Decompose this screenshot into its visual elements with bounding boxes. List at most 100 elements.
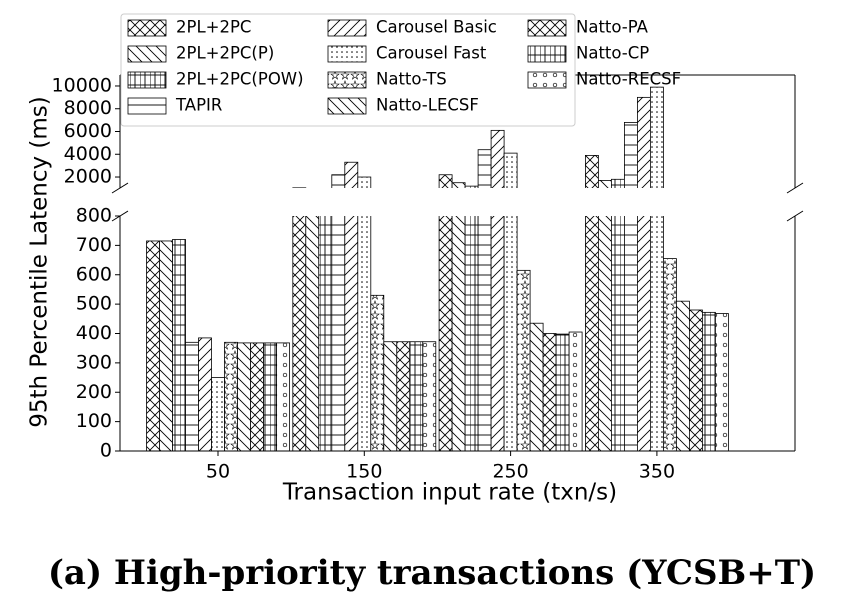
- legend-label: 2PL+2PC(P): [176, 44, 274, 63]
- bar: [555, 333, 570, 451]
- bar: [689, 309, 703, 451]
- bar: [598, 180, 612, 188]
- legend-label: Natto-TS: [376, 70, 447, 89]
- bar: [331, 216, 346, 451]
- y-tick-label: 200: [76, 381, 112, 403]
- bar: [237, 342, 251, 451]
- bar: [490, 129, 505, 188]
- legend-swatch: [327, 71, 367, 89]
- bar: [422, 341, 437, 451]
- bar: [292, 216, 307, 451]
- bar: [344, 216, 359, 451]
- bar: [611, 216, 625, 451]
- bar: [503, 152, 518, 188]
- bar: [477, 149, 492, 188]
- y-tick-label: 2000: [64, 166, 112, 188]
- legend-swatch: [527, 19, 567, 37]
- y-tick-label: 6000: [64, 120, 112, 142]
- legend-swatch: [127, 97, 167, 115]
- bar: [676, 300, 690, 451]
- y-tick-label: 300: [76, 351, 112, 373]
- bar: [464, 216, 479, 451]
- legend-label: 2PL+2PC: [176, 18, 251, 37]
- x-tick-label: 150: [346, 461, 382, 483]
- bar: [250, 342, 264, 451]
- bar: [663, 258, 677, 451]
- y-tick-label: 400: [76, 322, 112, 344]
- bar: [211, 377, 225, 451]
- legend-label: 2PL+2PC(POW): [176, 70, 304, 89]
- bar: [477, 216, 492, 451]
- x-tick-label: 250: [492, 461, 528, 483]
- y-tick-label: 8000: [64, 97, 112, 119]
- legend-swatch: [127, 45, 167, 63]
- bar: [185, 341, 199, 451]
- y-tick-label: 4000: [64, 143, 112, 165]
- bar: [529, 322, 544, 451]
- bar: [585, 216, 599, 451]
- bar: [159, 240, 173, 451]
- bar: [263, 342, 277, 451]
- bar: [611, 178, 625, 188]
- bar: [370, 294, 385, 451]
- bar: [438, 216, 453, 451]
- x-tick-label: 50: [206, 461, 230, 483]
- y-axis-label: 95th Percentile Latency (ms): [27, 96, 53, 428]
- legend-label: TAPIR: [175, 96, 222, 115]
- bar: [409, 341, 424, 451]
- bar: [292, 187, 307, 188]
- legend-swatch: [527, 71, 567, 89]
- y-tick-label: 0: [100, 440, 112, 462]
- x-axis-label: Transaction input rate (txn/s): [282, 480, 617, 506]
- bar: [650, 216, 664, 451]
- bar: [438, 174, 453, 188]
- legend-label: Carousel Basic: [376, 18, 497, 37]
- bar: [702, 311, 716, 451]
- bar: [490, 216, 505, 451]
- bar: [451, 182, 466, 188]
- bar: [637, 216, 651, 451]
- y-tick-label: 700: [76, 234, 112, 256]
- y-tick-label: 100: [76, 410, 112, 432]
- bar: [637, 96, 651, 188]
- bar: [715, 313, 729, 451]
- legend: [120, 13, 576, 127]
- bar: [568, 331, 583, 451]
- y-tick-label: 10000: [52, 74, 112, 96]
- x-tick-label: 350: [639, 461, 675, 483]
- bar: [464, 185, 479, 188]
- bar: [357, 216, 372, 451]
- legend-label: Natto-LECSF: [376, 96, 479, 115]
- bar: [503, 216, 518, 451]
- bar: [344, 161, 359, 188]
- legend-swatch: [327, 45, 367, 63]
- legend-swatch: [127, 71, 167, 89]
- bar: [396, 341, 411, 451]
- y-tick-label: 800: [76, 205, 112, 227]
- bar: [516, 269, 531, 451]
- bar: [224, 341, 238, 451]
- legend-label: Natto-RECSF: [576, 70, 681, 89]
- legend-label: Natto-CP: [576, 44, 649, 63]
- bar: [198, 337, 212, 451]
- axis-break: [111, 182, 804, 222]
- bar: [542, 333, 557, 451]
- bar: [172, 239, 186, 451]
- bar: [624, 121, 638, 188]
- legend-swatch: [327, 19, 367, 37]
- legend-label: Natto-PA: [576, 18, 649, 37]
- bar: [276, 342, 290, 451]
- bar: [585, 154, 599, 188]
- bar: [357, 176, 372, 188]
- y-tick-label: 500: [76, 293, 112, 315]
- y-tick-label: 600: [76, 263, 112, 285]
- bar: [146, 240, 160, 451]
- caption: (a) High-priority transactions (YCSB+T): [48, 553, 816, 593]
- bar: [598, 216, 612, 451]
- legend-swatch: [527, 45, 567, 63]
- legend-swatch: [327, 97, 367, 115]
- bar: [624, 216, 638, 451]
- bar: [650, 86, 664, 188]
- bar: [305, 216, 320, 451]
- legend-label: Carousel Fast: [376, 44, 487, 63]
